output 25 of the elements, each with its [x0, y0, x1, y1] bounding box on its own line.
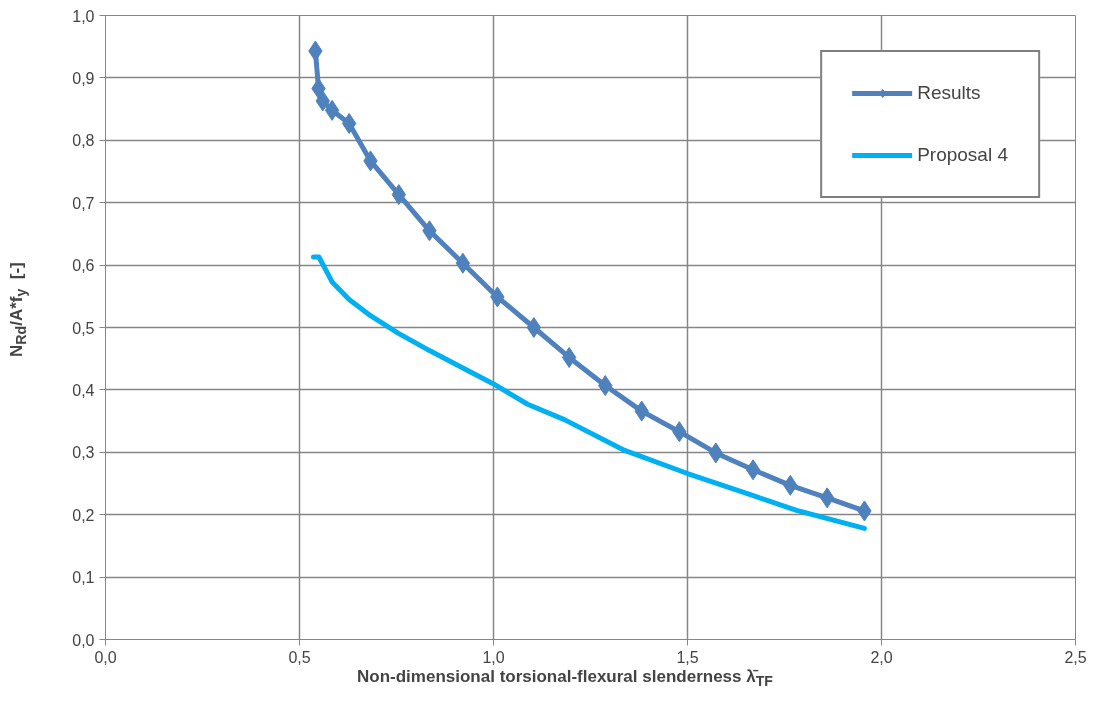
point	[455, 252, 471, 274]
y-tick-label: 0,2	[72, 506, 95, 524]
y-tick-label: 0,9	[72, 69, 95, 87]
y-tick-label: 0,8	[72, 132, 95, 150]
x-tick-label: 1,0	[482, 648, 505, 666]
point	[526, 317, 542, 338]
x-tick-label: 1,5	[676, 648, 699, 666]
point	[561, 346, 577, 368]
y-tick-label: 1,0	[72, 7, 95, 25]
y-tick-label: 0,6	[72, 257, 95, 275]
y-tick-label: 0,7	[72, 194, 95, 212]
legend-label: Proposal 4	[917, 144, 1008, 166]
y-tick-label: 0,4	[72, 381, 95, 399]
y-tick-label: 0,5	[72, 319, 95, 337]
y-tick-label: 0,0	[72, 631, 95, 649]
point	[745, 459, 761, 481]
x-tick-label: 0,5	[288, 648, 311, 666]
y-tick-label: 0,1	[72, 569, 95, 587]
x-axis-title: Non-dimensional torsional-flexural slenderness λ̄$_{TF}$	[356, 666, 774, 692]
x-tick-label: 2,0	[870, 648, 893, 666]
x-tick-label: 0,0	[94, 648, 117, 666]
y-tick-label: 0,3	[72, 444, 95, 462]
point	[324, 99, 340, 121]
x-tick-label: 2,5	[1064, 648, 1087, 666]
legend-label: Results	[917, 82, 981, 104]
